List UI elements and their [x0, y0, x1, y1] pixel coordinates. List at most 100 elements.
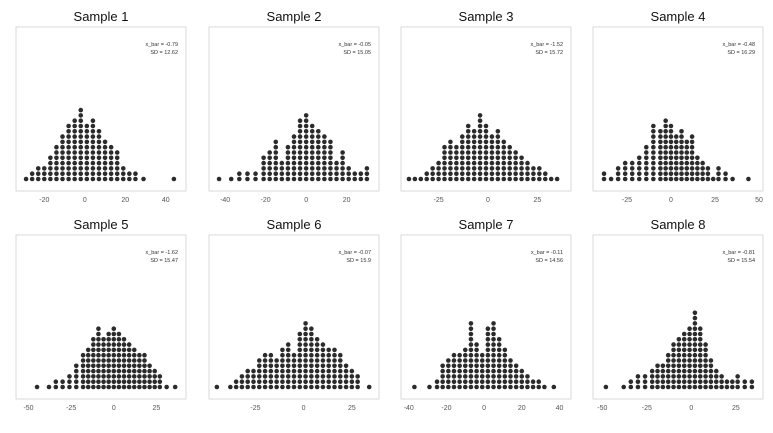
dot: [251, 384, 256, 390]
dot: [297, 337, 303, 342]
dot: [228, 176, 234, 182]
dot: [322, 166, 327, 171]
dot: [658, 150, 663, 155]
dot: [322, 144, 327, 150]
dot: [280, 358, 285, 363]
dot: [291, 171, 297, 176]
dot: [297, 347, 303, 353]
dot: [519, 379, 525, 385]
dot: [316, 166, 321, 171]
dot: [297, 160, 303, 166]
dot: [66, 150, 71, 155]
dot: [116, 363, 122, 369]
dot: [513, 155, 518, 161]
dot: [676, 358, 682, 363]
dot: [658, 171, 663, 176]
dot: [462, 384, 468, 390]
dot: [309, 144, 315, 150]
dot: [121, 363, 127, 369]
dot: [352, 176, 358, 182]
dot: [121, 368, 127, 374]
dot: [60, 155, 65, 161]
dot: [700, 160, 705, 166]
dot: [695, 160, 700, 166]
dot: [239, 374, 245, 379]
dot: [525, 384, 530, 390]
dot: [72, 176, 77, 182]
dot: [703, 347, 708, 353]
dot: [280, 347, 285, 353]
dot: [90, 166, 96, 171]
dot: [708, 368, 714, 374]
dot: [60, 166, 65, 171]
dot: [267, 160, 273, 166]
dot: [303, 113, 309, 118]
dot: [457, 379, 462, 385]
dot: [111, 342, 117, 347]
dot: [513, 368, 519, 374]
dot: [268, 352, 274, 358]
dot: [291, 374, 297, 379]
dot: [459, 150, 465, 155]
dot: [126, 358, 132, 363]
dot: [111, 326, 117, 332]
dot: [468, 326, 474, 332]
sd-label: SD = 14.56: [535, 258, 563, 264]
dot: [651, 171, 656, 176]
dot: [274, 374, 279, 379]
dot: [479, 379, 485, 385]
dot: [660, 368, 666, 374]
dot: [309, 342, 314, 347]
dot: [90, 171, 96, 176]
dot: [171, 176, 177, 182]
dot: [111, 347, 117, 353]
dot: [80, 379, 86, 385]
dot: [695, 155, 700, 161]
dot: [84, 123, 90, 129]
dot: [684, 155, 690, 161]
dot: [126, 352, 132, 358]
mean-label: x_bar = -0.07: [338, 250, 371, 256]
dot: [658, 155, 663, 161]
dot: [91, 342, 96, 347]
dot: [663, 160, 668, 166]
dot: [474, 358, 479, 363]
sd-label: SD = 16.29: [727, 50, 755, 56]
dot: [474, 342, 479, 347]
dot: [454, 150, 459, 155]
dot: [519, 160, 524, 166]
dot: [297, 176, 303, 182]
dot: [749, 379, 755, 385]
dot: [91, 379, 96, 385]
dot: [471, 155, 477, 161]
mean-label: x_bar = -0.48: [722, 42, 755, 48]
dot: [116, 374, 122, 379]
dot: [102, 166, 108, 171]
dot: [649, 379, 655, 385]
dot: [127, 171, 132, 176]
dot: [332, 374, 337, 379]
dot: [451, 368, 457, 374]
dot: [628, 379, 634, 385]
dot: [676, 374, 682, 379]
dot: [72, 166, 77, 171]
dot: [96, 384, 101, 390]
dot: [84, 176, 90, 182]
dot: [297, 123, 303, 129]
dot: [412, 384, 417, 390]
dot: [96, 347, 101, 353]
panel-2: Sample 2 x_bar = -0.05 SD = 15.05 -40 -20 0 20: [208, 9, 380, 204]
dot: [147, 368, 152, 374]
dot: [279, 176, 285, 182]
dot: [54, 176, 59, 182]
dot: [513, 384, 519, 390]
dot: [267, 171, 273, 176]
dot: [485, 363, 491, 369]
dot: [303, 384, 308, 390]
dot: [485, 384, 491, 390]
dot: [141, 176, 146, 182]
dot: [622, 160, 628, 166]
dot: [719, 384, 724, 390]
dot: [502, 363, 508, 369]
panel-8: Sample 8 x_bar = -0.81 SD = 15.54 -50 -25 0 25: [592, 217, 764, 412]
